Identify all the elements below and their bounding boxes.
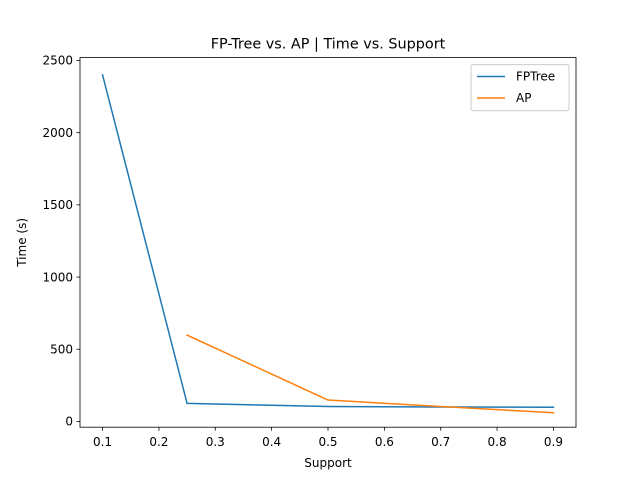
x-tick-label: 0.2 [149, 435, 168, 449]
x-tick-label: 0.4 [262, 435, 281, 449]
x-tick-label: 0.6 [375, 435, 394, 449]
x-tick-label: 0.1 [93, 435, 112, 449]
legend: FPTree AP [470, 64, 570, 112]
legend-label-ap: AP [516, 91, 531, 105]
x-tick-label: 0.5 [318, 435, 337, 449]
y-axis: 0 500 1000 1500 2000 2500 [42, 54, 80, 429]
y-tick-label: 1000 [42, 270, 73, 284]
series-layer [101, 74, 555, 414]
x-axis-label: Support [304, 456, 352, 470]
x-axis: 0.1 0.2 0.3 0.4 0.5 0.6 0.7 0.8 0.9 [93, 427, 563, 449]
chart-title: FP-Tree vs. AP | Time vs. Support [211, 37, 446, 53]
y-tick-label: 2000 [42, 126, 73, 140]
x-tick-label: 0.3 [206, 435, 225, 449]
series-line-ap [186, 334, 555, 414]
y-axis-label: Time (s) [15, 218, 29, 268]
x-tick-label: 0.8 [488, 435, 507, 449]
y-tick-label: 0 [65, 415, 73, 429]
legend-label-fptree: FPTree [516, 70, 555, 84]
x-tick-label: 0.7 [431, 435, 450, 449]
y-tick-label: 2500 [42, 54, 73, 68]
y-tick-label: 500 [50, 342, 73, 356]
x-tick-label: 0.9 [544, 435, 563, 449]
y-tick-label: 1500 [42, 198, 73, 212]
series-line-fptree [101, 74, 555, 409]
